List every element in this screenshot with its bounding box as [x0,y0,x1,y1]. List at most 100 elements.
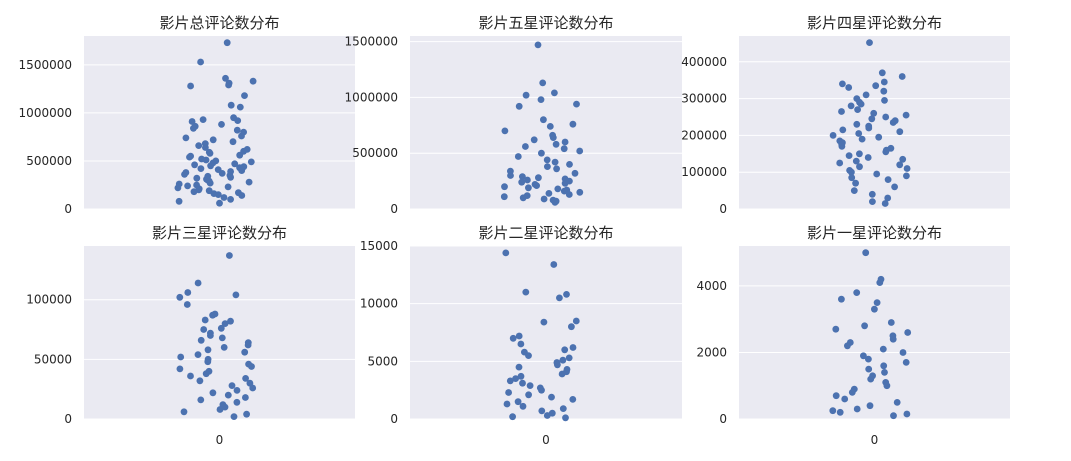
y-tick-label: 15000 [360,239,398,253]
data-point [551,89,558,97]
y-tick-label: 0 [390,202,398,216]
data-point [553,165,560,173]
data-point [878,69,886,77]
data-point [222,74,229,82]
data-point [226,252,233,259]
data-point [200,326,208,333]
data-point [522,288,530,296]
data-point [882,148,890,156]
data-point [889,119,897,126]
y-tick-label: 300000 [681,92,727,106]
data-point [540,318,548,326]
data-point [829,132,837,139]
data-point [561,346,569,354]
subplot-4: 0 50000 100000 0 影片三星评论数分布 [26,224,355,447]
data-point [881,97,888,104]
data-point [548,393,555,401]
data-point [191,161,199,169]
data-point [890,412,897,420]
data-point [207,332,214,339]
data-point [540,116,547,124]
data-point [183,301,191,308]
data-point [238,192,246,199]
y-tick-label: 0 [64,202,72,216]
data-point [525,352,532,359]
data-point [565,354,573,362]
data-point [868,190,876,198]
data-point [899,155,907,163]
data-point [576,147,584,155]
data-point [875,133,883,141]
data-point [569,120,577,128]
data-point [217,324,225,332]
data-point [862,249,870,257]
data-point [509,334,517,342]
data-point [847,102,855,110]
data-point [525,391,532,399]
data-point [244,341,252,349]
data-point [839,126,847,134]
data-point [197,58,205,66]
data-point [829,407,837,415]
data-point [230,413,238,420]
data-point [522,143,529,150]
data-point [188,118,196,125]
data-point [887,319,895,326]
data-point [197,336,205,344]
data-point [865,355,872,363]
y-tick-label: 50000 [34,352,72,366]
data-point [507,172,514,179]
data-point [864,154,872,161]
data-point [241,348,249,356]
x-tick-label: 0 [542,433,550,447]
subplot-6: 0 2000 4000 0 影片一星评论数分布 [696,224,1010,447]
data-point [238,167,246,175]
data-point [870,109,878,117]
data-point [538,407,546,415]
data-point [209,136,217,144]
data-point [236,103,244,111]
data-point [882,113,890,121]
data-point [850,187,858,195]
data-point [857,100,865,108]
data-point [220,194,228,201]
data-point [546,123,554,130]
subplot-1: 0 500000 1000000 1500000 影片总评论数分布 [19,14,355,216]
data-point [871,305,878,313]
data-point [501,183,508,191]
y-tick-label: 5000 [367,354,398,368]
data-point [540,195,548,203]
data-point [841,395,849,403]
data-point [515,102,523,110]
data-point [898,73,906,80]
data-point [852,179,859,187]
data-point [214,191,222,199]
data-point [848,168,855,176]
data-point [832,325,840,333]
subplot-title: 影片总评论数分布 [159,14,279,32]
data-point [573,100,580,108]
data-point [206,149,214,157]
data-point [249,384,257,392]
data-point [216,199,223,207]
data-point [856,150,863,158]
y-tick-label: 0 [390,412,398,426]
y-tick-label: 1000000 [19,106,72,120]
data-point [514,398,522,406]
data-point [229,138,237,146]
subplot-title: 影片一星评论数分布 [807,224,942,242]
data-point [836,159,844,167]
plot-area [739,246,1010,419]
data-point [534,41,542,49]
data-point [218,121,225,128]
data-point [832,392,840,400]
data-point [880,87,888,95]
y-tick-label: 0 [719,202,727,216]
data-point [838,295,845,303]
data-point [558,370,566,378]
data-point [186,153,193,161]
data-point [225,81,233,89]
data-point [839,80,846,88]
data-point [177,353,185,361]
data-point [525,184,532,192]
